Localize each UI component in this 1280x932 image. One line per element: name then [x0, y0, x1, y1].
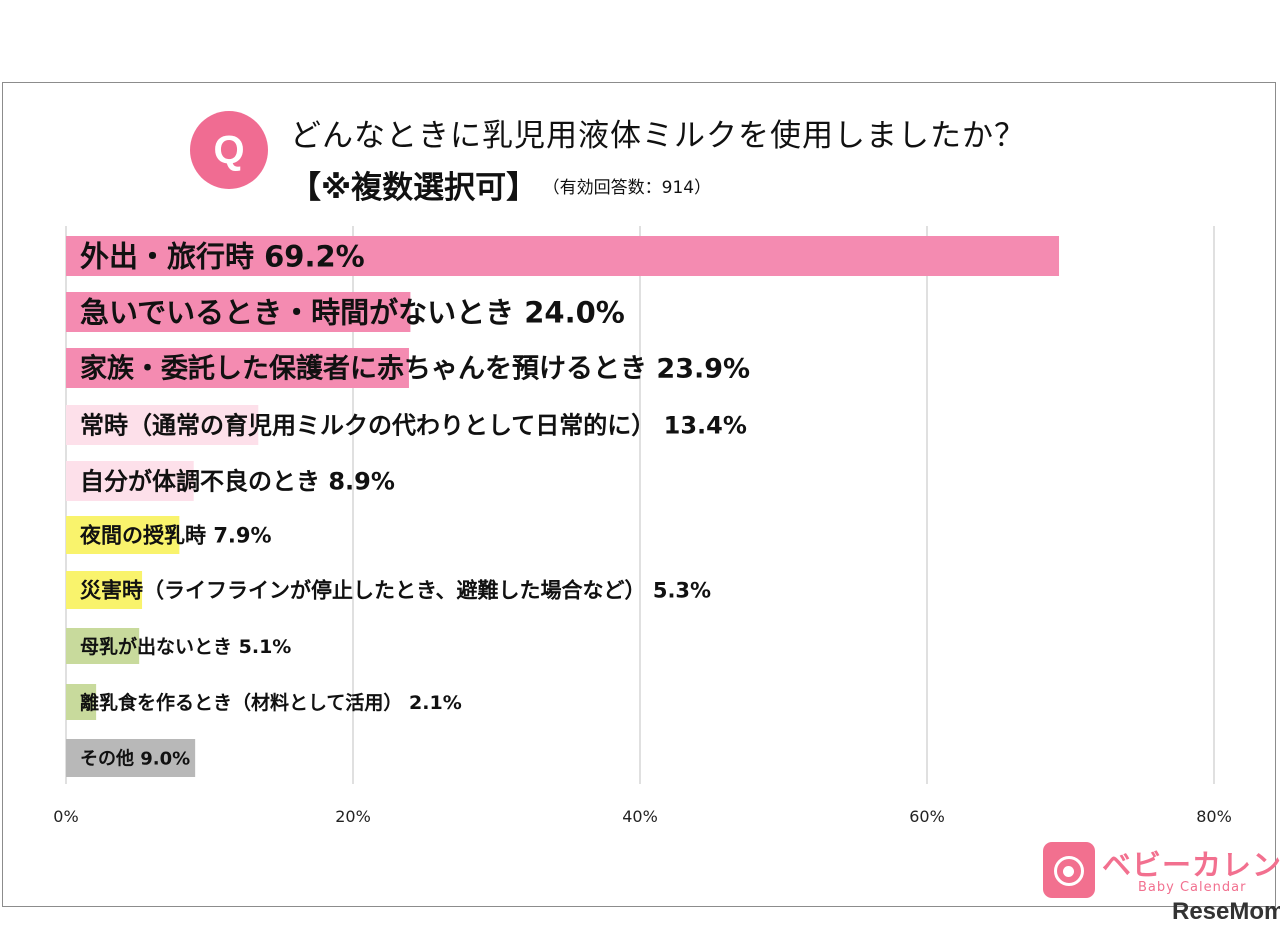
respondent-count-note: （有効回答数：914）	[551, 178, 712, 198]
chart-subtitle: 【※複数選択可】 （有効回答数：914）	[290, 162, 711, 207]
x-tick-label: 0%	[53, 807, 78, 826]
bar	[66, 739, 196, 777]
data-label: 9.0%	[140, 748, 190, 769]
x-tick-label: 40%	[622, 807, 658, 826]
bar-label: 外出・旅行時 69.2%	[80, 239, 365, 273]
bar-label: 家族・委託した保護者に赤ちゃんを預けるとき 23.9%	[80, 353, 750, 385]
bar-label: 離乳食を作るとき（材料として活用） 2.1%	[80, 691, 462, 714]
bar	[66, 571, 143, 609]
bar	[66, 236, 1060, 276]
data-label: 5.1%	[239, 636, 292, 658]
category-label: 急いでいるとき・時間がないとき	[80, 295, 524, 329]
data-label: 23.9%	[656, 354, 750, 385]
x-tick-label: 80%	[1196, 807, 1232, 826]
category-label: 災害時（ライフラインが停止したとき、避難した場合など）	[80, 579, 653, 603]
bar	[66, 684, 97, 720]
bar-label: 常時（通常の育児用ミルクの代わりとして日常的に） 13.4%	[80, 412, 747, 440]
baby-calendar-icon	[1043, 842, 1095, 898]
bar-label: 母乳が出ないとき 5.1%	[80, 635, 291, 658]
bar	[66, 461, 194, 501]
category-label: 夜間の授乳時	[79, 524, 213, 548]
category-label: 家族・委託した保護者に赤ちゃんを預けるとき	[80, 353, 656, 385]
category-label: 常時（通常の育児用ミルクの代わりとして日常的に）	[80, 412, 664, 440]
data-label: 8.9%	[328, 468, 395, 496]
logo-japanese-text: ベビーカレンダー	[1102, 848, 1280, 882]
category-label: 離乳食を作るとき（材料として活用）	[80, 691, 409, 714]
category-label: 母乳が出ないとき	[80, 635, 239, 658]
bar	[66, 348, 409, 388]
bar-label: その他 9.0%	[80, 747, 190, 769]
bar-label: 自分が体調不良のとき 8.9%	[80, 468, 395, 496]
bar	[66, 628, 140, 664]
logo-english-text: Baby Calendar	[1138, 880, 1247, 895]
data-label: 5.3%	[653, 579, 711, 603]
data-label: 69.2%	[264, 239, 365, 273]
bar	[66, 516, 180, 554]
data-label: 24.0%	[524, 295, 625, 329]
chart-frame	[2, 82, 1276, 907]
data-label: 2.1%	[409, 692, 462, 714]
category-label: 自分が体調不良のとき	[80, 468, 328, 496]
bar-label: 災害時（ライフラインが停止したとき、避難した場合など） 5.3%	[80, 579, 711, 603]
question-badge: Q	[190, 111, 268, 189]
resemom-watermark: ReseMom	[1172, 898, 1280, 925]
bar	[66, 292, 411, 332]
category-label: その他	[80, 747, 140, 769]
bar-label: 夜間の授乳時 7.9%	[79, 524, 272, 548]
data-label: 13.4%	[664, 412, 747, 440]
data-label: 7.9%	[213, 524, 271, 548]
baby-calendar-logo: ベビーカレンダー Baby Calendar	[1040, 840, 1280, 904]
subtitle-main: 【※複数選択可】	[290, 170, 538, 206]
category-label: 外出・旅行時	[80, 239, 264, 273]
x-tick-label: 60%	[909, 807, 945, 826]
x-tick-label: 20%	[335, 807, 371, 826]
bar	[66, 405, 259, 445]
chart-title: どんなときに乳児用液体ミルクを使用しましたか？	[290, 118, 1026, 154]
bar-label: 急いでいるとき・時間がないとき 24.0%	[80, 295, 625, 329]
